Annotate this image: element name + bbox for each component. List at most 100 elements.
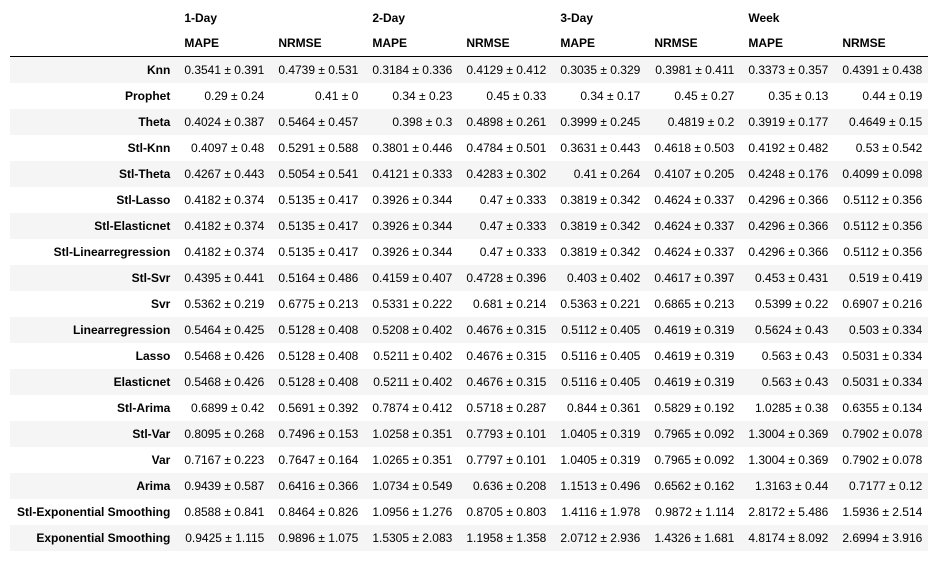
table-cell: 0.681 ± 0.214: [473, 296, 547, 311]
table-cell: 0.7874 ± 0.412: [372, 400, 453, 415]
row-label: Arima: [136, 478, 171, 493]
table-cell: 0.7167 ± 0.223: [184, 452, 265, 467]
table-cell: 0.4097 ± 0.48: [191, 140, 265, 155]
table-cell: 0.5829 ± 0.192: [654, 400, 735, 415]
table-cell: 0.45 ± 0.33: [486, 88, 547, 103]
table-cell: 0.5291 ± 0.588: [278, 140, 359, 155]
row-label: Elasticnet: [113, 374, 171, 389]
metric-header: NRMSE: [835, 30, 928, 57]
table-cell: 0.5208 ± 0.402: [372, 322, 453, 337]
table-cell: 0.5112 ± 0.405: [561, 322, 641, 337]
table-cell: 0.5112 ± 0.356: [843, 192, 923, 207]
table-row: Elasticnet 0.5468 ± 0.426 0.5128 ± 0.408 0.…: [10, 368, 928, 395]
table-cell: 0.3184 ± 0.336: [372, 62, 453, 77]
table-cell: 0.5128 ± 0.408: [278, 322, 359, 337]
table-cell: 0.3819 ± 0.342: [560, 244, 641, 259]
table-cell: 0.8464 ± 0.826: [278, 504, 359, 519]
table-cell: 0.4676 ± 0.315: [466, 348, 547, 363]
table-cell: 0.9896 ± 1.075: [278, 530, 359, 545]
table-cell: 1.1513 ± 0.496: [560, 478, 641, 493]
table-cell: 0.5624 ± 0.43: [755, 322, 829, 337]
metric-header: MAPE: [365, 30, 460, 57]
table-cell: 0.8588 ± 0.841: [184, 504, 265, 519]
table-cell: 0.403 ± 0.402: [567, 270, 641, 285]
table-cell: 0.6865 ± 0.213: [654, 296, 735, 311]
table-cell: 0.5331 ± 0.222: [372, 296, 453, 311]
table-cell: 0.4192 ± 0.482: [748, 140, 829, 155]
table-cell: 0.4395 ± 0.441: [184, 270, 265, 285]
group-header: 3-Day: [560, 11, 594, 25]
table-cell: 1.3004 ± 0.369: [748, 426, 829, 441]
table-cell: 0.4296 ± 0.366: [748, 218, 829, 233]
table-cell: 0.7797 ± 0.101: [466, 452, 547, 467]
table-cell: 0.34 ± 0.23: [392, 88, 453, 103]
table-cell: 0.5135 ± 0.417: [278, 244, 359, 259]
table-cell: 0.4728 ± 0.396: [466, 270, 547, 285]
table-body: Knn 0.3541 ± 0.391 0.4739 ± 0.531 0.3184 ± …: [10, 56, 928, 551]
table-cell: 2.8172 ± 5.486: [748, 504, 829, 519]
table-cell: 0.45 ± 0.27: [674, 88, 735, 103]
table-row: Prophet 0.29 ± 0.24 0.41 ± 0 0.34 ± 0.23 0.4…: [10, 83, 928, 109]
table-cell: 2.6994 ± 3.916: [842, 530, 923, 545]
table-cell: 0.5031 ± 0.334: [842, 374, 923, 389]
table-cell: 0.4099 ± 0.098: [842, 166, 923, 181]
table-cell: 0.3981 ± 0.411: [655, 62, 735, 77]
table-row: Stl-Linearregression 0.4182 ± 0.374 0.5135…: [10, 239, 928, 265]
table-cell: 0.5135 ± 0.417: [278, 192, 359, 207]
table-cell: 0.3631 ± 0.443: [560, 140, 641, 155]
table-cell: 0.7965 ± 0.092: [654, 426, 735, 441]
table-cell: 1.0956 ± 1.276: [372, 504, 453, 519]
table-cell: 0.3035 ± 0.329: [560, 62, 641, 77]
table-cell: 1.0265 ± 0.351: [372, 452, 453, 467]
table-cell: 0.5031 ± 0.334: [842, 348, 923, 363]
table-cell: 0.636 ± 0.208: [473, 478, 547, 493]
table-cell: 0.5691 ± 0.392: [278, 400, 359, 415]
table-cell: 0.5112 ± 0.356: [843, 218, 923, 233]
table-cell: 0.6907 ± 0.216: [842, 296, 923, 311]
table-cell: 0.3541 ± 0.391: [184, 62, 265, 77]
table-cell: 0.4624 ± 0.337: [654, 192, 735, 207]
table-cell: 0.5399 ± 0.22: [755, 296, 829, 311]
table-cell: 0.8705 ± 0.803: [466, 504, 547, 519]
table-cell: 0.4024 ± 0.387: [184, 114, 265, 129]
table-cell: 0.4159 ± 0.407: [372, 270, 453, 285]
table-cell: 0.5211 ± 0.402: [373, 348, 453, 363]
metric-header: NRMSE: [459, 30, 554, 57]
table-cell: 0.5718 ± 0.287: [466, 400, 547, 415]
group-header-row: 1-Day 2-Day 3-Day Week: [10, 6, 928, 30]
table-cell: 0.35 ± 0.13: [768, 88, 829, 103]
group-header: 2-Day: [372, 11, 406, 25]
row-label: Prophet: [124, 88, 171, 103]
group-header: Week: [748, 11, 780, 25]
table-row: Stl-Exponential Smoothing 0.8588 ± 0.841 0…: [10, 499, 928, 525]
table-cell: 1.0405 ± 0.319: [560, 452, 641, 467]
table-cell: 1.5305 ± 2.083: [372, 530, 453, 545]
row-label: Stl-Lasso: [116, 192, 171, 207]
table-cell: 1.3004 ± 0.369: [748, 452, 829, 467]
table-cell: 0.4649 ± 0.15: [849, 114, 923, 129]
table-cell: 0.5211 ± 0.402: [373, 374, 453, 389]
table-cell: 0.4819 ± 0.2: [667, 114, 735, 129]
table-cell: 0.4624 ± 0.337: [654, 244, 735, 259]
table-cell: 0.3373 ± 0.357: [748, 62, 829, 77]
row-label: Stl-Knn: [127, 140, 171, 155]
table-row: Exponential Smoothing 0.9425 ± 1.115 0.989…: [10, 524, 928, 551]
table-row: Stl-Svr 0.4395 ± 0.441 0.5164 ± 0.486 0.415…: [10, 264, 928, 291]
table-row: Stl-Arima 0.6899 ± 0.42 0.5691 ± 0.392 0.78…: [10, 395, 928, 421]
table-cell: 0.7902 ± 0.078: [842, 452, 923, 467]
table-cell: 0.4296 ± 0.366: [748, 244, 829, 259]
table-row: Arima 0.9439 ± 0.587 0.6416 ± 0.366 1.0734 …: [10, 472, 928, 499]
table-cell: 0.9425 ± 1.115: [185, 530, 265, 545]
table-cell: 0.844 ± 0.361: [567, 400, 641, 415]
table-cell: 0.6775 ± 0.213: [278, 296, 359, 311]
table-cell: 0.5362 ± 0.219: [184, 296, 265, 311]
table-cell: 0.47 ± 0.333: [479, 218, 547, 233]
table-cell: 0.563 ± 0.43: [761, 348, 829, 363]
table-cell: 0.6416 ± 0.366: [278, 478, 359, 493]
table-cell: 0.3819 ± 0.342: [560, 218, 641, 233]
results-table: 1-Day 2-Day 3-Day Week MAPE NRMSE MAPE NRMSE MA…: [10, 6, 928, 551]
table-cell: 0.5112 ± 0.356: [843, 244, 923, 259]
table-cell: 0.7965 ± 0.092: [654, 452, 735, 467]
table-cell: 0.34 ± 0.17: [580, 88, 641, 103]
metric-header: NRMSE: [647, 30, 742, 57]
